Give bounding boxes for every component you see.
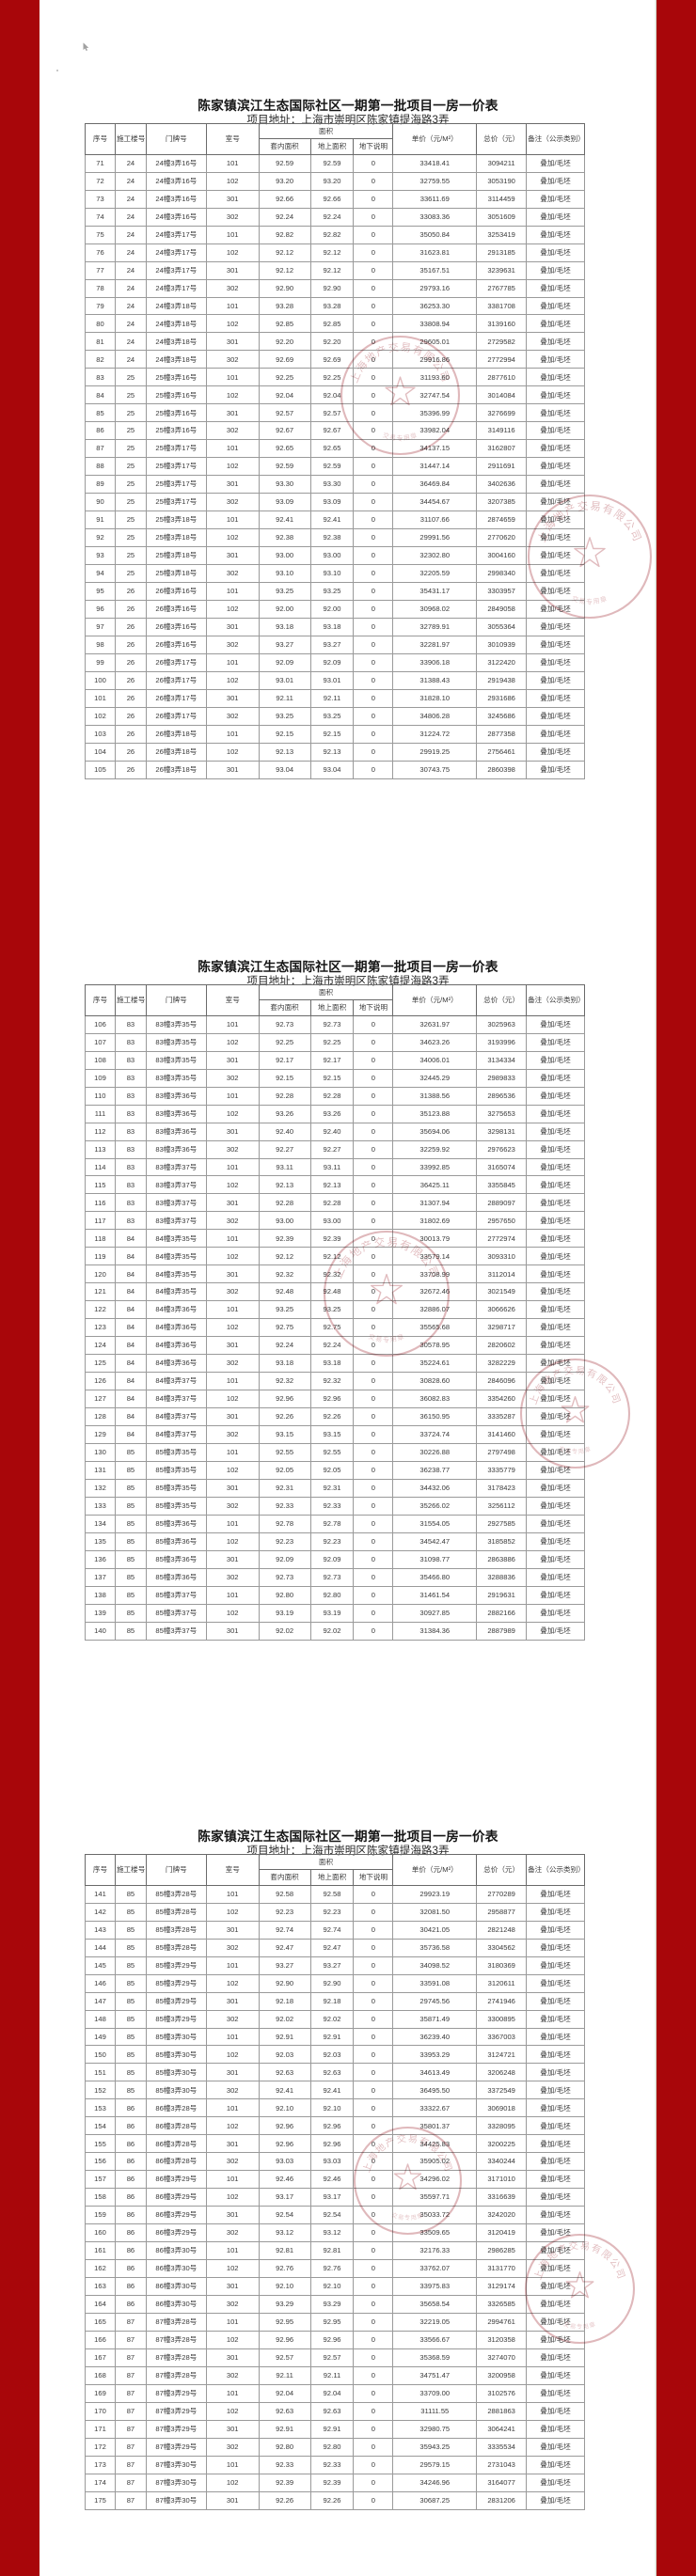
svg-text:交易专用章: 交易专用章: [558, 1444, 593, 1455]
svg-text:交易专用章: 交易专用章: [382, 431, 419, 442]
svg-text:交易专用章: 交易专用章: [571, 594, 609, 605]
svg-text:交易专用章: 交易专用章: [562, 2319, 597, 2331]
svg-text:上海地产交易有限公司: 上海地产交易有限公司: [332, 1235, 441, 1280]
svg-text:交易专用章: 交易专用章: [390, 2211, 424, 2222]
svg-text:交易专用章: 交易专用章: [368, 1332, 406, 1343]
